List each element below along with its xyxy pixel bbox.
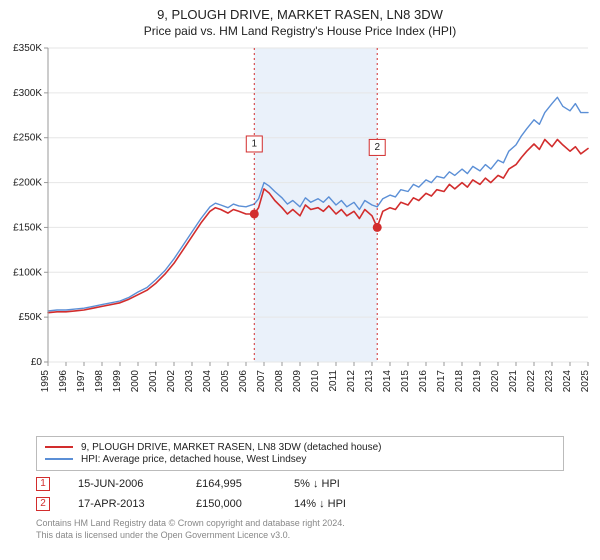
svg-text:£50K: £50K <box>19 312 43 323</box>
footer-line: Contains HM Land Registry data © Crown c… <box>36 517 564 529</box>
event-marker-icon: 1 <box>36 477 50 491</box>
svg-text:2004: 2004 <box>202 369 213 392</box>
svg-text:2011: 2011 <box>328 369 339 391</box>
svg-text:2006: 2006 <box>238 369 249 392</box>
svg-text:1995: 1995 <box>40 369 51 392</box>
event-row: 2 17-APR-2013 £150,000 14% ↓ HPI <box>36 497 564 511</box>
svg-text:£350K: £350K <box>13 43 42 54</box>
svg-text:2007: 2007 <box>256 369 267 392</box>
legend-swatch <box>45 446 73 448</box>
chart-title: 9, PLOUGH DRIVE, MARKET RASEN, LN8 3DW <box>0 0 600 24</box>
svg-text:2022: 2022 <box>526 369 537 392</box>
svg-text:1997: 1997 <box>76 369 87 392</box>
event-date: 15-JUN-2006 <box>78 478 168 490</box>
event-delta: 14% ↓ HPI <box>294 498 346 510</box>
svg-text:2019: 2019 <box>472 369 483 392</box>
svg-text:1996: 1996 <box>58 369 69 392</box>
svg-text:2009: 2009 <box>292 369 303 392</box>
svg-text:2013: 2013 <box>364 369 375 392</box>
svg-text:£0: £0 <box>31 357 43 368</box>
svg-text:1998: 1998 <box>94 369 105 392</box>
svg-text:£150K: £150K <box>13 222 42 233</box>
svg-text:£200K: £200K <box>13 177 42 188</box>
svg-text:2012: 2012 <box>346 369 357 392</box>
svg-text:2: 2 <box>374 141 380 152</box>
svg-text:2023: 2023 <box>544 369 555 392</box>
event-delta: 5% ↓ HPI <box>294 478 340 490</box>
event-row: 1 15-JUN-2006 £164,995 5% ↓ HPI <box>36 477 564 491</box>
legend-swatch <box>45 458 73 460</box>
legend-label: 9, PLOUGH DRIVE, MARKET RASEN, LN8 3DW (… <box>81 442 381 453</box>
svg-text:2025: 2025 <box>580 369 591 392</box>
footer-attribution: Contains HM Land Registry data © Crown c… <box>36 517 564 541</box>
svg-text:2020: 2020 <box>490 369 501 392</box>
event-price: £164,995 <box>196 478 266 490</box>
svg-text:2016: 2016 <box>418 369 429 392</box>
svg-text:2005: 2005 <box>220 369 231 392</box>
svg-text:2010: 2010 <box>310 369 321 392</box>
svg-text:£100K: £100K <box>13 267 42 278</box>
event-price: £150,000 <box>196 498 266 510</box>
svg-text:2021: 2021 <box>508 369 519 392</box>
svg-text:2018: 2018 <box>454 369 465 392</box>
svg-text:2001: 2001 <box>148 369 159 392</box>
legend-row: 9, PLOUGH DRIVE, MARKET RASEN, LN8 3DW (… <box>45 442 555 453</box>
events-table: 1 15-JUN-2006 £164,995 5% ↓ HPI 2 17-APR… <box>36 477 564 511</box>
footer-line: This data is licensed under the Open Gov… <box>36 529 564 541</box>
svg-text:2008: 2008 <box>274 369 285 392</box>
legend-label: HPI: Average price, detached house, West… <box>81 454 306 465</box>
svg-text:2000: 2000 <box>130 369 141 392</box>
chart-subtitle: Price paid vs. HM Land Registry's House … <box>0 24 600 42</box>
svg-text:2014: 2014 <box>382 369 393 392</box>
svg-text:1: 1 <box>251 138 257 149</box>
series-legend: 9, PLOUGH DRIVE, MARKET RASEN, LN8 3DW (… <box>36 436 564 471</box>
svg-text:2024: 2024 <box>562 369 573 392</box>
legend-row: HPI: Average price, detached house, West… <box>45 454 555 465</box>
chart-svg: £0 £50K £100K £150K £200K £250K £300K £350K 1995… <box>0 42 600 432</box>
event-marker-icon: 2 <box>36 497 50 511</box>
svg-text:2003: 2003 <box>184 369 195 392</box>
svg-text:£250K: £250K <box>13 132 42 143</box>
event-date: 17-APR-2013 <box>78 498 168 510</box>
svg-text:2015: 2015 <box>400 369 411 392</box>
chart-area: £0 £50K £100K £150K £200K £250K £300K £350K 1995… <box>0 42 600 432</box>
svg-text:2002: 2002 <box>166 369 177 392</box>
svg-text:1999: 1999 <box>112 369 123 392</box>
svg-text:2017: 2017 <box>436 369 447 392</box>
svg-text:£300K: £300K <box>13 87 42 98</box>
